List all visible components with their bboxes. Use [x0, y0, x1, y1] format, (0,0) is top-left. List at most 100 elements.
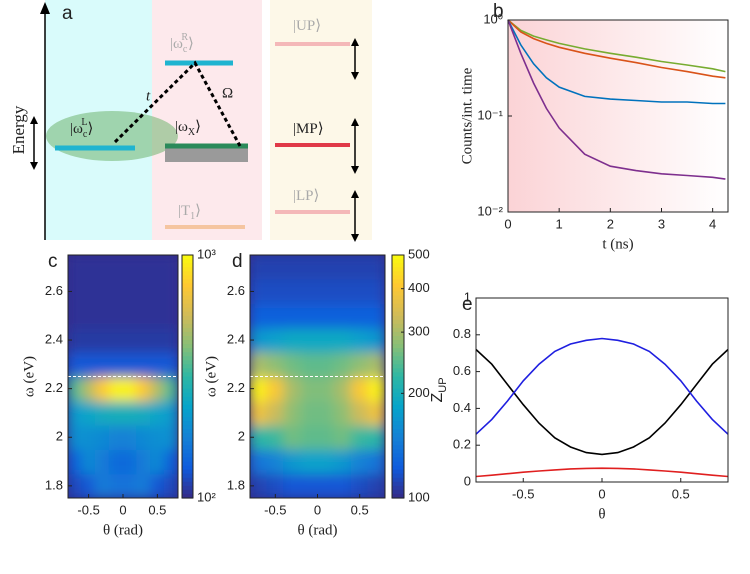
y-axis-label: ω (eV): [203, 356, 219, 397]
colorbar-step: [182, 275, 193, 280]
heatmap-cell: [266, 424, 285, 450]
y-tick-label: 2: [238, 429, 245, 444]
heatmap-cell: [250, 255, 268, 280]
heatmap-cell: [150, 473, 165, 498]
colorbar-step: [182, 453, 193, 459]
heatmap-cell: [108, 255, 124, 280]
heatmap: [68, 255, 178, 498]
colorbar-step: [392, 421, 404, 426]
heatmap-cell: [95, 376, 110, 402]
colorbar-step: [182, 384, 193, 390]
heatmap-cell: [68, 278, 83, 305]
colorbar-step: [392, 412, 404, 418]
heatmap-cell: [250, 278, 268, 305]
state-label: |ωcL⟩: [70, 117, 93, 140]
colorbar-step: [182, 493, 193, 499]
x-tick-label: -0.5: [77, 502, 99, 517]
colorbar-step: [392, 283, 404, 288]
x-axis-label: θ (rad): [103, 522, 143, 538]
heatmap-cell: [333, 303, 352, 329]
heatmap-cell: [283, 303, 302, 329]
colorbar-step: [392, 392, 404, 398]
colorbar-frame: [391, 254, 405, 499]
heatmap-cell: [122, 278, 138, 305]
colorbar-step: [182, 457, 193, 463]
heatmap-cell: [317, 303, 335, 329]
x-tick-label: 0.5: [351, 502, 369, 517]
heatmap-cell: [136, 303, 151, 329]
ket-close: ⟩: [315, 18, 321, 34]
colorbar-step: [182, 364, 193, 369]
series-line: [507, 19, 726, 105]
heatmap-cell: [367, 278, 385, 305]
heatmap-cell: [367, 351, 385, 377]
heatmap-cell: [136, 255, 151, 280]
colorbar-step: [392, 425, 404, 430]
heatmap-cell: [350, 327, 369, 353]
heatmap-cell: [283, 424, 302, 450]
colorbar-step: [182, 267, 193, 272]
exciton-band: [165, 148, 248, 162]
heatmap-cell: [333, 351, 352, 377]
heatmap-cell: [136, 424, 151, 450]
y-tick-label: 2: [56, 429, 63, 444]
colorbar-tick-label: 100: [408, 489, 430, 504]
colorbar-step: [182, 376, 193, 382]
colorbar-step: [392, 461, 404, 467]
panel-letter: b: [493, 1, 504, 22]
heatmap-cell: [283, 376, 302, 402]
colorbar-step: [182, 327, 193, 333]
heatmap-cell: [122, 351, 138, 377]
heatmap-cells: [250, 255, 385, 498]
heatmap-cell: [163, 351, 178, 377]
heatmap-cell: [266, 448, 285, 475]
heatmap-cell: [317, 255, 335, 280]
heatmap-cell: [283, 448, 302, 475]
ket-close: ⟩: [87, 121, 93, 137]
heatmap-cell: [350, 351, 369, 377]
heatmap-cell: [300, 303, 318, 329]
heatmap-cell: [81, 278, 96, 305]
colorbar-step: [392, 275, 404, 280]
coupling-ellipse: [46, 111, 178, 161]
ket-sub: 1: [190, 211, 195, 222]
y-tick-label: 0.6: [453, 363, 471, 378]
colorbar-step: [182, 408, 193, 414]
colorbar-step: [392, 449, 404, 455]
heatmap-cell: [317, 400, 335, 426]
coupling-label: t: [146, 88, 151, 104]
state-label: |ωcR⟩: [170, 32, 194, 55]
x-tick-label: 0: [314, 502, 321, 517]
heatmap-cell: [163, 400, 178, 426]
heatmap-cell: [136, 278, 151, 305]
series-line: [475, 337, 729, 435]
colorbar-step: [392, 465, 404, 471]
heatmap-cell: [333, 473, 352, 498]
colorbar-step: [182, 323, 193, 329]
heatmap-cell: [250, 448, 268, 475]
colorbar-step: [392, 271, 404, 276]
heatmap-cell: [136, 351, 151, 377]
heatmap-cell: [250, 473, 268, 498]
series-line: [507, 19, 726, 79]
heatmap-cell: [367, 327, 385, 353]
heatmap-cell: [333, 424, 352, 450]
colorbar-step: [182, 481, 193, 487]
colorbar-tick-label: 200: [408, 385, 430, 400]
colorbar-tick-label: 400: [408, 280, 430, 295]
colorbar-step: [182, 473, 193, 479]
heatmap-cell: [122, 400, 138, 426]
plot-background: [508, 20, 728, 212]
colorbar-tick-label: 300: [408, 324, 430, 339]
colorbar-step: [392, 429, 404, 434]
series-line: [507, 19, 726, 180]
heatmap-cell: [300, 376, 318, 402]
heatmap-cell: [367, 448, 385, 475]
y-axis-label-main: Z: [429, 393, 446, 403]
colorbar-tick-label: 10³: [197, 246, 216, 261]
heatmap-cell: [150, 376, 165, 402]
colorbar-step: [392, 481, 404, 487]
colorbar-step: [392, 291, 404, 297]
colorbar-step: [182, 360, 193, 365]
y-tick-label: 10⁻¹: [477, 107, 503, 122]
